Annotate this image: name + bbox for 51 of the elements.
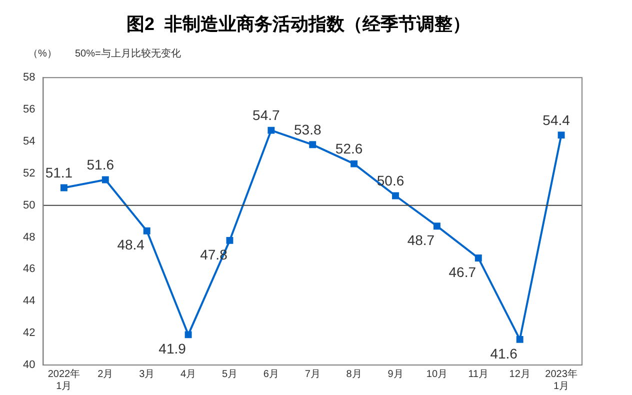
point (558, 132, 565, 139)
point (184, 331, 192, 338)
y-tick-label: 50 (22, 199, 36, 212)
y-tick-label: 40 (22, 359, 36, 372)
y-tick-label: 58 (22, 72, 36, 84)
data-label: 46.7 (448, 264, 476, 280)
x-tick-label: 6月 (263, 368, 279, 380)
point (474, 254, 482, 262)
y-tick-label: 44 (22, 295, 36, 308)
data-label: 51.6 (86, 156, 114, 173)
y-tick-label: 52 (22, 167, 36, 180)
point (268, 126, 275, 134)
point (102, 176, 109, 184)
x-tick-label: 10月 (426, 368, 448, 380)
x-tick-label: 7月 (304, 368, 320, 380)
x-tick-label: 11月 (468, 368, 489, 380)
data-label: 48.7 (407, 232, 435, 248)
data-label: 50.6 (376, 172, 404, 189)
data-label: 48.4 (117, 236, 145, 253)
point (392, 192, 399, 200)
y-tick-label: 42 (22, 327, 36, 340)
x-tick-label: 3月 (139, 368, 155, 380)
point (226, 236, 234, 244)
x-tick-label: 8月 (346, 368, 362, 380)
data-label: 54.4 (542, 112, 570, 128)
data-label: 54.7 (252, 107, 280, 124)
data-label: 51.1 (45, 164, 73, 181)
data-label: 41.6 (490, 345, 518, 362)
point (60, 184, 68, 192)
x-tick-label: 9月 (388, 368, 404, 380)
x-tick-label: 2月 (98, 368, 114, 380)
y-tick-label: 56 (22, 104, 36, 116)
point (309, 141, 316, 148)
point (516, 336, 524, 343)
x-tick-label: 5月 (222, 368, 238, 380)
x-tick-label: 2023年 1月 (545, 368, 578, 392)
y-tick-label: 48 (22, 231, 36, 244)
y-tick-label: 46 (22, 263, 36, 276)
point (143, 227, 150, 234)
y-axis-title: （%） (28, 48, 57, 60)
chart-title: 图2 非制造业商务活动指数（经季节调整） (126, 14, 471, 34)
x-tick-label: 2022年 1月 (48, 368, 80, 392)
data-label: 52.6 (335, 140, 363, 157)
text: 50%=与上月比较无变化 (75, 47, 181, 60)
point (433, 222, 440, 230)
x-tick-label: 12月 (509, 368, 530, 380)
data-label: 53.8 (294, 122, 322, 138)
data-label: 41.9 (158, 340, 186, 357)
point (350, 160, 358, 168)
x-tick-label: 4月 (180, 368, 196, 380)
y-tick-label: 54 (22, 136, 36, 148)
